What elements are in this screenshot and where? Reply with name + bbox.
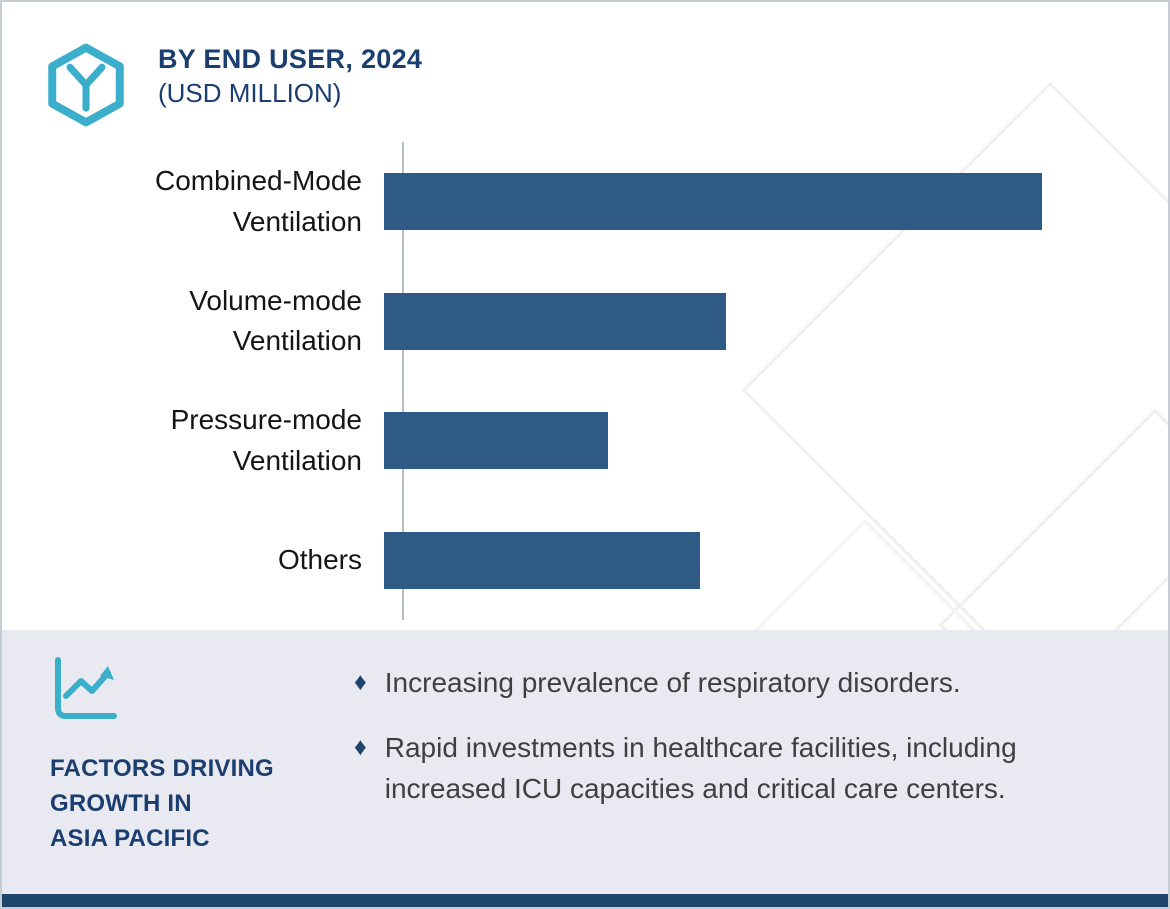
- factors-heading: FACTORS DRIVING GROWTH IN ASIA PACIFIC: [50, 755, 274, 852]
- list-item: ♦ Increasing prevalence of respiratory d…: [354, 662, 1045, 703]
- list-item: ♦ Rapid investments in healthcare facili…: [354, 727, 1045, 809]
- chart-subtitle: (USD MILLION): [158, 78, 342, 108]
- bottom-accent-bar: [2, 894, 1168, 907]
- bar-row: Others: [2, 501, 1168, 621]
- hexagon-y-logo-icon: [46, 42, 126, 128]
- factors-bullet-list: ♦ Increasing prevalence of respiratory d…: [354, 662, 1045, 833]
- bullet-text: Increasing prevalence of respiratory dis…: [384, 667, 961, 698]
- bar-row: Combined-Mode Ventilation: [2, 142, 1168, 262]
- bar: [384, 412, 608, 470]
- chart-title: BY END USER, 2024: [158, 44, 423, 74]
- bar-track: [384, 173, 1042, 231]
- bar-row: Volume-mode Ventilation: [2, 262, 1168, 382]
- header: BY END USER, 2024 (USD MILLION): [46, 42, 422, 128]
- bullet-text: Rapid investments in healthcare faciliti…: [384, 732, 1017, 804]
- category-label: Volume-mode Ventilation: [189, 284, 362, 357]
- y-axis-line: [402, 142, 404, 620]
- line-chart-icon: [50, 654, 120, 724]
- diamond-bullet-icon: ♦: [354, 733, 367, 761]
- bar-chart: Combined-Mode Ventilation Volume-mode Ve…: [2, 142, 1168, 620]
- factors-panel: FACTORS DRIVING GROWTH IN ASIA PACIFIC ♦…: [2, 630, 1168, 894]
- bar-track: [384, 531, 1042, 589]
- bar: [384, 173, 1042, 231]
- diamond-bullet-icon: ♦: [354, 668, 367, 696]
- bar-track: [384, 292, 1042, 350]
- bar-track: [384, 412, 1042, 470]
- title-block: BY END USER, 2024 (USD MILLION): [158, 42, 422, 110]
- bar: [384, 292, 727, 350]
- category-label: Combined-Mode Ventilation: [155, 165, 362, 237]
- category-label: Pressure-mode Ventilation: [170, 404, 362, 476]
- bar: [384, 531, 700, 589]
- category-label: Others: [277, 543, 362, 575]
- bar-row: Pressure-mode Ventilation: [2, 381, 1168, 501]
